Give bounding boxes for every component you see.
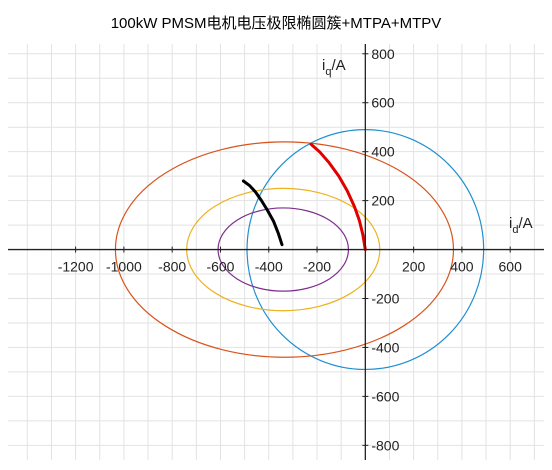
y-axis-label: iq/A bbox=[322, 57, 346, 78]
x-tick-label: -800 bbox=[158, 259, 186, 275]
y-tick-label: -800 bbox=[371, 437, 399, 453]
y-tick-label: -400 bbox=[371, 339, 399, 355]
x-axis-label: id/A bbox=[509, 215, 533, 236]
tick-labels: -1200 -1000 -800 -600 -400 -200 200 400 600-800-… bbox=[58, 46, 522, 454]
grid bbox=[8, 44, 544, 460]
mtpv-curve bbox=[241, 179, 284, 247]
x-tick-label: 400 bbox=[450, 259, 474, 275]
y-tick-label: 600 bbox=[371, 95, 395, 111]
y-tick-label: -600 bbox=[371, 388, 399, 404]
x-tick-label: 600 bbox=[499, 259, 523, 275]
x-tick-label: -600 bbox=[206, 259, 234, 275]
chart-title: 100kW PMSM电机电压极限椭圆簇+MTPA+MTPV bbox=[111, 14, 442, 32]
x-tick-label: 200 bbox=[402, 259, 426, 275]
y-tick-label: 800 bbox=[371, 46, 395, 62]
axes bbox=[8, 44, 544, 460]
y-tick-label: 200 bbox=[371, 193, 395, 209]
y-tick-label: -200 bbox=[371, 290, 399, 306]
x-tick-label: -200 bbox=[303, 259, 331, 275]
x-tick-label: -1200 bbox=[58, 259, 94, 275]
x-tick-label: -400 bbox=[255, 259, 283, 275]
mtpa-curve bbox=[309, 142, 367, 252]
y-tick-label: 400 bbox=[371, 144, 395, 160]
x-tick-label: -1000 bbox=[106, 259, 142, 275]
